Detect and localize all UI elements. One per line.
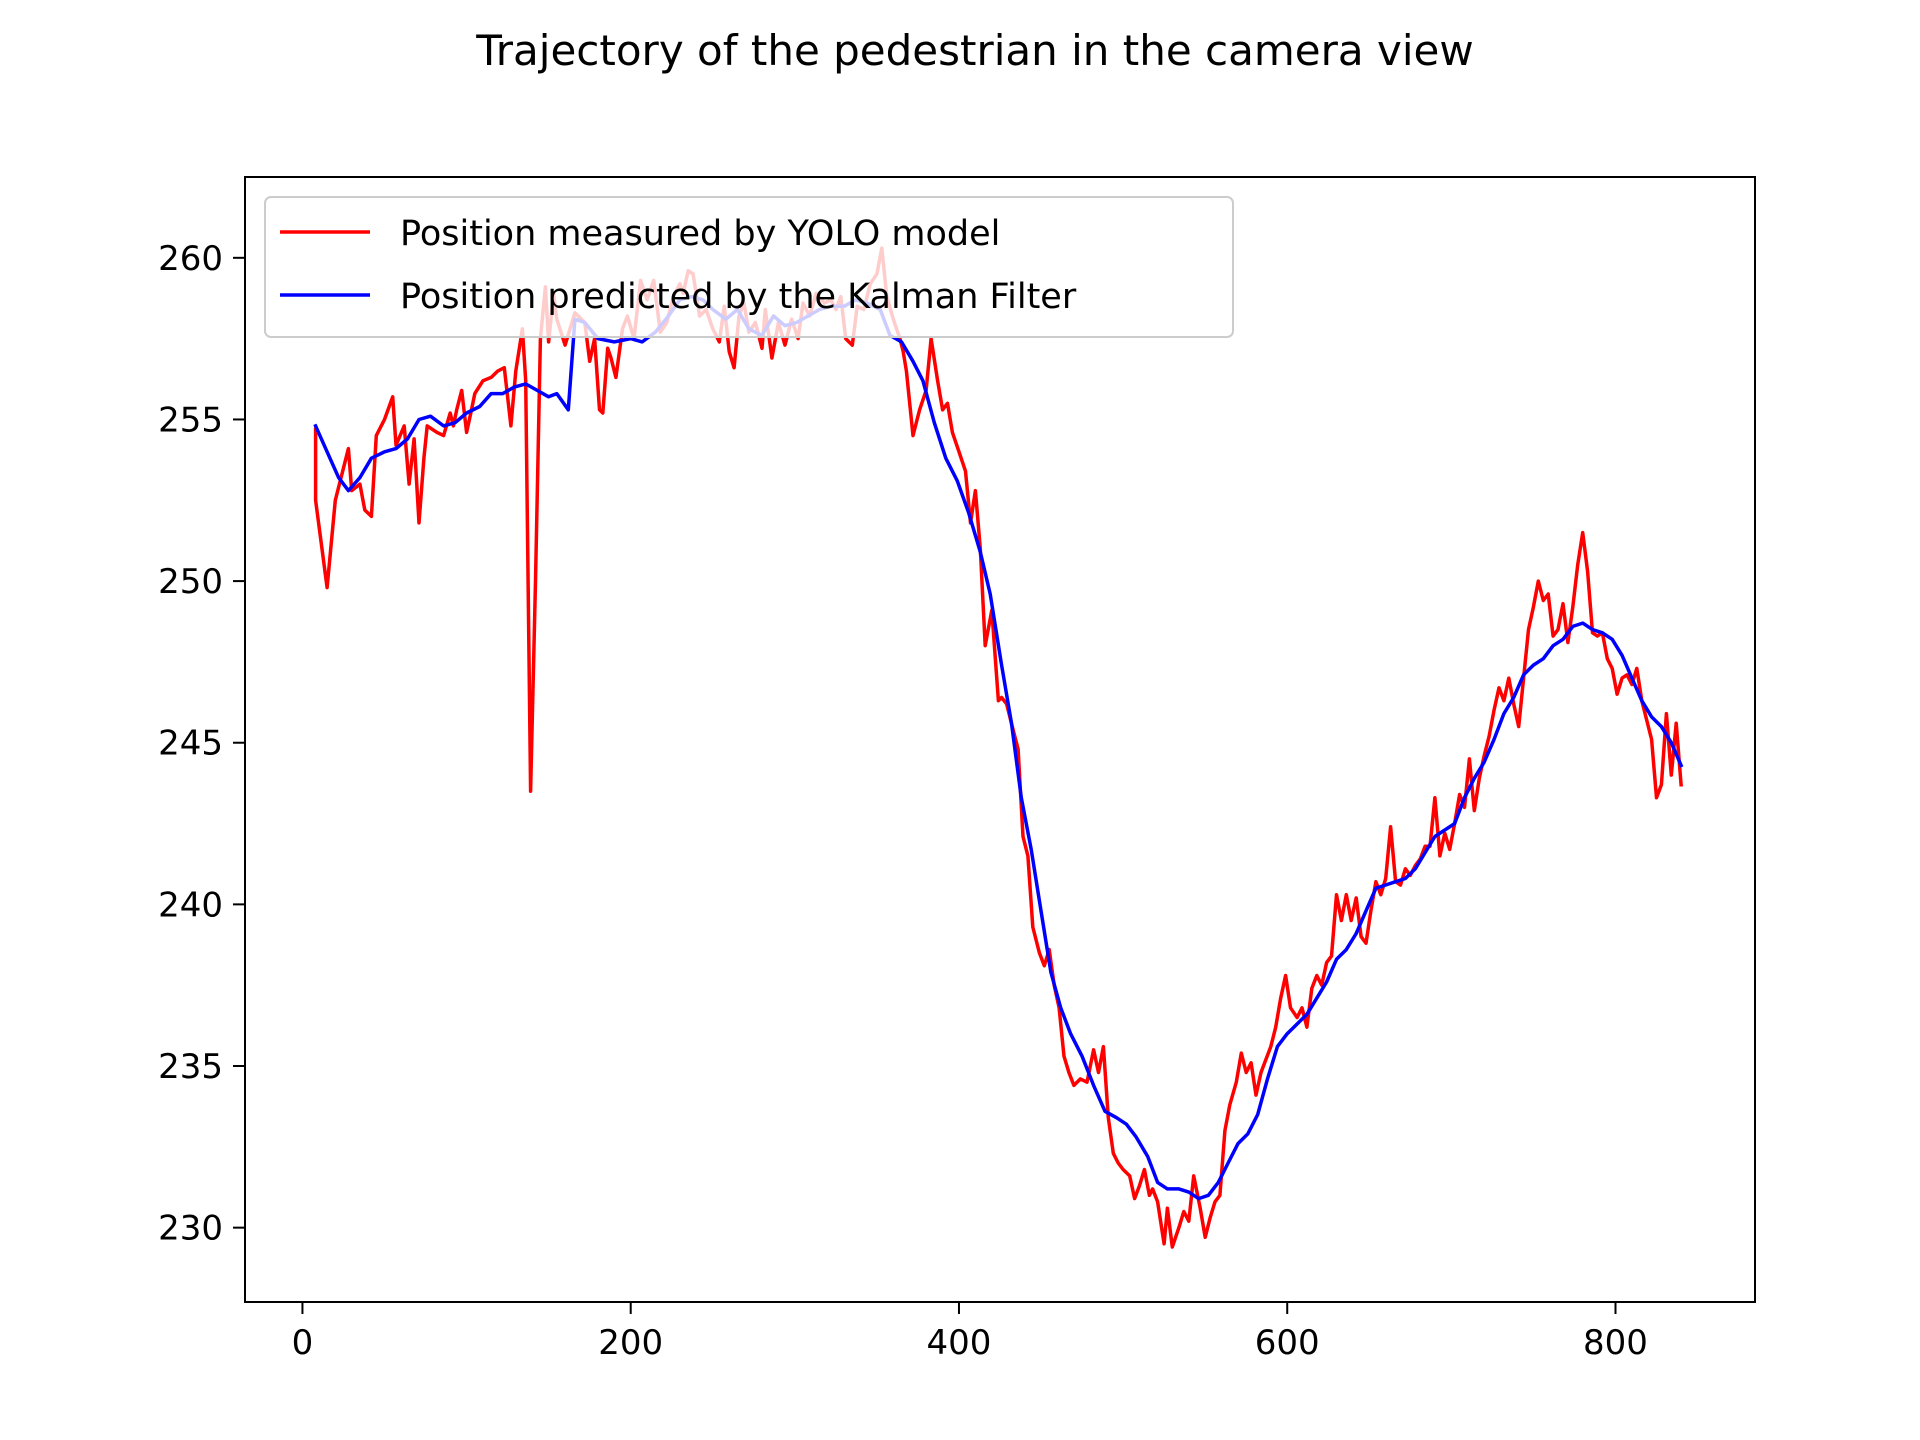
x-axis: 0 200 400 600 800 [292,1302,1648,1363]
y-tick-label: 255 [158,400,223,440]
axes-frame [244,176,1756,1303]
x-tick-label: 400 [927,1323,992,1363]
y-tick-label: 240 [158,885,223,925]
chart-title: Trajectory of the pedestrian in the came… [475,26,1473,75]
y-tick-label: 245 [158,724,223,764]
legend-frame [264,196,1234,338]
y-tick-label: 235 [158,1047,223,1087]
y-tick-label: 250 [158,562,223,602]
legend-label-predicted: Position predicted by the Kalman Filter [400,277,1077,317]
legend-label-measured: Position measured by YOLO model [400,214,1000,254]
x-tick-label: 600 [1255,1323,1320,1363]
y-axis: 230 235 240 245 250 255 260 [158,239,245,1249]
x-tick-label: 800 [1583,1323,1648,1363]
x-tick-label: 0 [292,1323,314,1363]
series-line-predicted [313,294,1684,1201]
y-tick-label: 230 [158,1209,223,1249]
y-tick-label: 260 [158,239,223,279]
x-tick-label: 200 [598,1323,663,1363]
legend: Position measured by YOLO model Position… [264,196,1234,338]
